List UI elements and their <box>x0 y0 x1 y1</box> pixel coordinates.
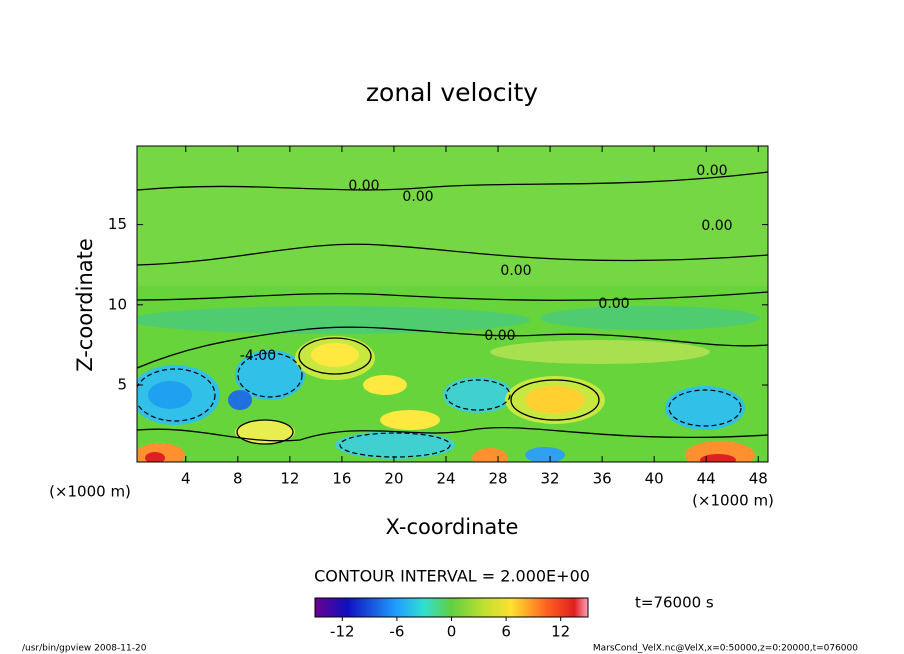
colorbar-tick-label: -6 <box>389 623 404 641</box>
contour-interval: CONTOUR INTERVAL = 2.000E+00 <box>314 567 590 586</box>
time-label: t=76000 s <box>635 594 714 612</box>
colorbar-tick-label: -12 <box>330 623 355 641</box>
plot-frame <box>136 145 769 463</box>
contour-label: 0.00 <box>402 189 433 205</box>
x-tick-label: 28 <box>488 470 507 488</box>
chart-title: zonal velocity <box>366 78 538 107</box>
x-tick-label: 40 <box>645 470 664 488</box>
footer-right: MarsCond_VelX.nc@VelX,x=0:50000,z=0:2000… <box>593 644 858 654</box>
x-tick-label: 20 <box>384 470 403 488</box>
x-tick-label: 44 <box>697 470 716 488</box>
x-tick-label: 4 <box>181 470 191 488</box>
footer-left: /usr/bin/gpview 2008-11-20 <box>22 644 147 654</box>
contour-label: 0.00 <box>500 263 531 279</box>
colorbar-tick-label: 6 <box>501 623 511 641</box>
contour-label: 0.00 <box>696 163 727 179</box>
field <box>137 146 768 462</box>
contour-label: 0.00 <box>701 218 732 234</box>
x-tick-label: 24 <box>436 470 455 488</box>
colorbar-tick-label: 0 <box>447 623 457 641</box>
x-tick-label: 12 <box>280 470 299 488</box>
x-tick-label: 8 <box>233 470 243 488</box>
colorbar-tick-label: 12 <box>551 623 570 641</box>
x-tick-label: 32 <box>541 470 560 488</box>
contour-label: 0.00 <box>598 296 629 312</box>
y-tick-label: 5 <box>117 376 127 394</box>
contour-label: 0.00 <box>484 328 515 344</box>
y-tick-label: 10 <box>108 295 127 313</box>
y-unit: (×1000 m) <box>49 483 131 501</box>
contour-label: -4.00 <box>240 348 276 364</box>
x-axis-label: X-coordinate <box>386 515 519 539</box>
colorbar <box>314 597 589 618</box>
x-tick-label: 48 <box>749 470 768 488</box>
x-unit: (×1000 m) <box>692 492 774 510</box>
y-tick-label: 15 <box>108 215 127 233</box>
y-axis-label: Z-coordinate <box>73 238 97 372</box>
x-tick-label: 36 <box>593 470 612 488</box>
x-tick-label: 16 <box>332 470 351 488</box>
contour-label: 0.00 <box>348 178 379 194</box>
